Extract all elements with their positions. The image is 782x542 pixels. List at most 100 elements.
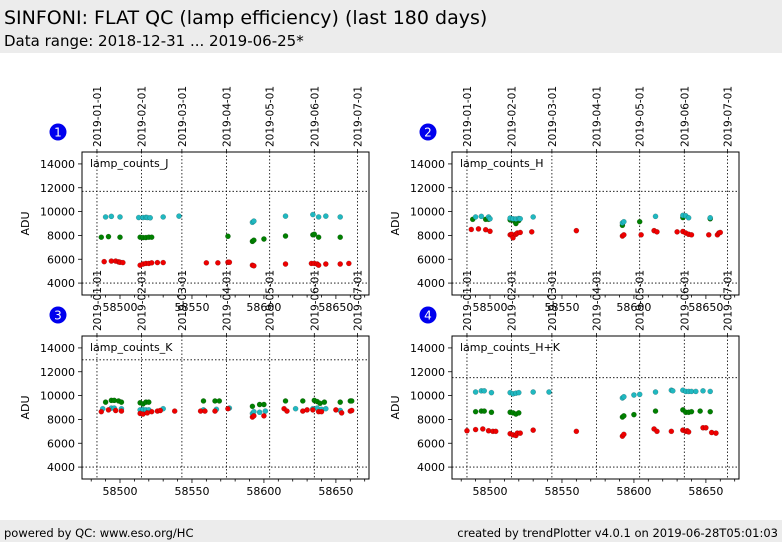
data-point bbox=[530, 389, 536, 395]
y-tick-label: 12000 bbox=[410, 182, 445, 195]
data-point bbox=[338, 410, 345, 416]
y-tick-label: 4000 bbox=[47, 277, 75, 290]
data-point bbox=[310, 407, 316, 413]
y-tick-label: 4000 bbox=[47, 461, 75, 474]
x-tick-label: 58650 bbox=[318, 485, 353, 498]
date-tick-label: 2019-01-01 bbox=[462, 86, 474, 147]
y-axis-label: ADU bbox=[389, 395, 402, 419]
data-point bbox=[311, 231, 318, 238]
data-point bbox=[517, 229, 524, 236]
y-tick-label: 8000 bbox=[417, 229, 445, 242]
data-point bbox=[472, 389, 479, 395]
data-point bbox=[101, 258, 107, 265]
data-point bbox=[697, 408, 703, 414]
data-point bbox=[488, 389, 495, 396]
panel-4: 4 2019-01-01 2019-02-01 2019-03-01 2019-04-0… bbox=[389, 270, 740, 498]
y-tick-label: 14000 bbox=[40, 342, 75, 355]
data-point bbox=[652, 389, 659, 395]
data-point bbox=[693, 388, 699, 395]
y-tick-label: 6000 bbox=[417, 437, 445, 450]
data-point bbox=[487, 228, 493, 235]
footer-powered-by: powered by QC: www.eso.org/HC bbox=[4, 526, 194, 540]
panel-title: lamp_counts_H bbox=[460, 157, 544, 170]
x-tick-label: 58550 bbox=[544, 485, 579, 498]
data-point bbox=[337, 214, 344, 220]
data-point bbox=[212, 408, 218, 414]
series-cyan bbox=[102, 211, 344, 226]
footer-created-by: created by trendPlotter v4.0.1 on 2019-0… bbox=[457, 526, 778, 540]
axes-frame bbox=[451, 151, 740, 296]
y-tick-label: 4000 bbox=[417, 277, 445, 290]
y-tick-label: 14000 bbox=[40, 158, 75, 171]
data-point bbox=[145, 399, 152, 405]
y-axis-label: ADU bbox=[19, 211, 32, 235]
data-point bbox=[700, 388, 706, 394]
data-point bbox=[102, 214, 109, 220]
x-tick-label: 58600 bbox=[246, 485, 281, 498]
data-point bbox=[148, 408, 155, 415]
data-point bbox=[348, 398, 355, 404]
x-tick-label: 58650 bbox=[688, 485, 723, 498]
data-point bbox=[688, 408, 695, 415]
data-point bbox=[282, 261, 289, 267]
y-tick-label: 10000 bbox=[410, 206, 445, 219]
panel-number-badge bbox=[419, 123, 437, 141]
series-green bbox=[98, 231, 344, 245]
data-point bbox=[323, 405, 329, 412]
data-point bbox=[148, 234, 155, 241]
data-point bbox=[112, 407, 119, 414]
panel-number-badge bbox=[49, 306, 67, 324]
date-tick-label: 2019-07-01 bbox=[352, 270, 364, 331]
data-point bbox=[333, 407, 339, 413]
date-tick-label: 2019-06-01 bbox=[679, 270, 691, 331]
data-point bbox=[636, 218, 643, 225]
series-green bbox=[469, 214, 714, 229]
data-point bbox=[530, 427, 536, 433]
footer: powered by QC: www.eso.org/HC created by… bbox=[0, 520, 782, 542]
plot-area: 1 2019-01-01 2019-02-01 2019-03-01 2019-04-0… bbox=[19, 86, 740, 498]
x-tick-label: 58650 bbox=[688, 301, 723, 314]
data-point bbox=[631, 411, 637, 418]
data-point bbox=[216, 398, 223, 404]
axes-frame bbox=[451, 335, 740, 480]
date-tick-label: 2019-02-01 bbox=[137, 270, 149, 331]
y-tick-label: 14000 bbox=[410, 158, 445, 171]
series-red bbox=[468, 226, 724, 241]
x-tick-label: 58500 bbox=[102, 301, 137, 314]
data-point bbox=[492, 428, 499, 435]
y-axis-label: ADU bbox=[19, 395, 32, 419]
x-tick-label: 58500 bbox=[102, 485, 137, 498]
data-point bbox=[249, 403, 256, 410]
panel-number: 1 bbox=[54, 126, 62, 140]
data-point bbox=[337, 234, 344, 241]
data-point bbox=[226, 259, 233, 266]
data-point bbox=[108, 213, 115, 220]
header: SINFONI: FLAT QC (lamp efficiency) (last… bbox=[0, 0, 782, 53]
data-point bbox=[674, 229, 680, 235]
x-tick-label: 58600 bbox=[616, 485, 651, 498]
data-point bbox=[481, 388, 488, 394]
data-point bbox=[573, 428, 580, 435]
data-point bbox=[337, 261, 344, 267]
data-point bbox=[654, 428, 660, 435]
data-point bbox=[261, 413, 267, 419]
y-axis-label: ADU bbox=[389, 211, 402, 235]
data-point bbox=[102, 399, 109, 405]
data-point bbox=[337, 399, 344, 405]
y-tick-label: 10000 bbox=[40, 390, 75, 403]
date-tick-label: 2019-06-01 bbox=[679, 86, 691, 147]
series-cyan bbox=[472, 387, 714, 401]
data-point bbox=[472, 214, 479, 220]
data-point bbox=[638, 232, 644, 238]
data-point bbox=[147, 214, 154, 221]
data-point bbox=[528, 229, 535, 235]
date-tick-label: 2019-05-01 bbox=[265, 86, 277, 147]
data-point bbox=[200, 398, 207, 404]
date-tick-label: 2019-05-01 bbox=[265, 270, 277, 331]
date-tick-label: 2019-06-01 bbox=[309, 270, 321, 331]
y-tick-label: 10000 bbox=[40, 206, 75, 219]
panel-number: 4 bbox=[424, 309, 432, 323]
data-point bbox=[472, 408, 479, 415]
y-tick-label: 6000 bbox=[417, 253, 445, 266]
date-tick-label: 2019-07-01 bbox=[722, 86, 734, 147]
